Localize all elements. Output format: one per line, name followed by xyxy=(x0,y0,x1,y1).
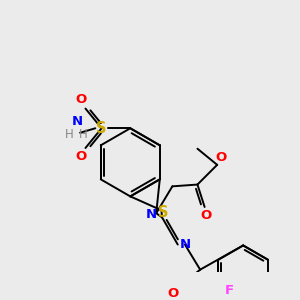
Text: S: S xyxy=(96,121,107,136)
Text: O: O xyxy=(75,151,87,164)
Text: O: O xyxy=(201,209,212,222)
Text: N: N xyxy=(179,238,191,251)
Text: O: O xyxy=(215,151,226,164)
Text: N: N xyxy=(146,208,157,220)
Text: O: O xyxy=(75,93,87,106)
Text: F: F xyxy=(224,284,234,297)
Text: H: H xyxy=(79,128,88,141)
Text: H: H xyxy=(65,128,74,141)
Text: N: N xyxy=(72,116,83,128)
Text: O: O xyxy=(168,287,179,300)
Text: S: S xyxy=(158,205,168,220)
